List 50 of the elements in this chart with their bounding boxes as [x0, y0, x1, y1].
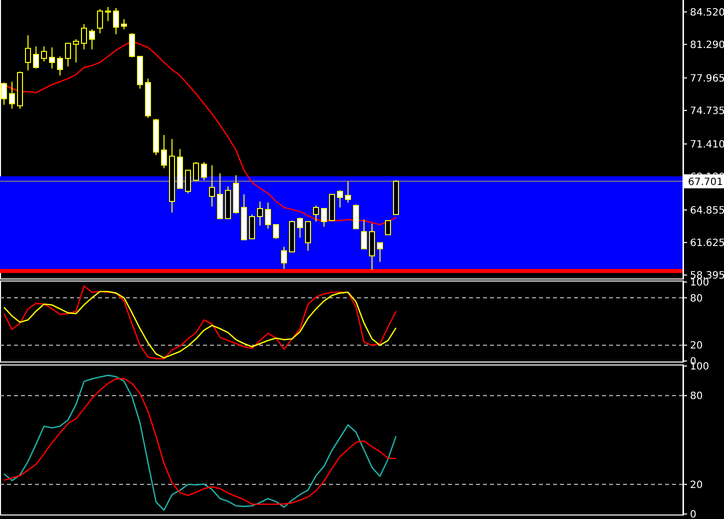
ref-line-label: 67.701 — [688, 176, 723, 188]
y-tick-label: 20 — [690, 340, 703, 352]
candlestick — [113, 8, 119, 35]
candlestick — [89, 28, 95, 50]
candlestick — [353, 204, 359, 230]
y-tick-label: 77.965 — [690, 73, 724, 84]
candlestick — [209, 164, 215, 207]
candlestick — [9, 81, 15, 110]
candlestick — [161, 134, 167, 169]
candlestick — [297, 217, 303, 238]
candlestick — [81, 24, 87, 50]
candlestick — [201, 162, 207, 181]
y-tick-label: 100 — [690, 278, 710, 288]
candlestick — [193, 162, 199, 182]
candlestick — [73, 38, 79, 63]
candlestick — [105, 6, 111, 22]
candlestick — [49, 46, 55, 69]
candlestick — [185, 170, 191, 194]
candlestick — [313, 204, 319, 222]
candlestick — [265, 202, 271, 230]
y-tick-label: 80 — [690, 293, 703, 304]
y-tick-label: 74.735 — [690, 106, 724, 117]
candlestick — [121, 18, 127, 30]
y-tick-label: 84.520 — [690, 7, 724, 18]
candlestick — [33, 46, 39, 69]
candlestick — [25, 34, 31, 72]
candlestick — [249, 214, 255, 240]
candlestick — [345, 180, 351, 203]
y-tick-label: 20 — [690, 480, 703, 491]
y-tick-label: 100 — [690, 362, 710, 372]
y-tick-label: 71.410 — [690, 139, 724, 150]
candlestick — [41, 46, 47, 62]
candlestick — [273, 224, 279, 240]
candlestick — [305, 221, 311, 252]
candlestick — [65, 42, 71, 67]
y-tick-label: 80 — [690, 391, 703, 402]
candlestick — [321, 208, 327, 228]
candlestick — [57, 56, 63, 76]
y-tick-label: 81.290 — [690, 40, 724, 51]
candlestick — [385, 220, 391, 236]
candlestick — [257, 200, 263, 226]
candlestick — [361, 219, 367, 250]
candlestick — [337, 190, 343, 208]
y-tick-label: 64.855 — [690, 205, 724, 216]
candlestick — [129, 32, 135, 58]
candlestick — [281, 246, 287, 270]
candlestick — [377, 242, 383, 262]
y-tick-label: 61.625 — [690, 238, 724, 249]
y-tick-label: 0 — [690, 510, 696, 519]
candlestick — [97, 8, 103, 34]
